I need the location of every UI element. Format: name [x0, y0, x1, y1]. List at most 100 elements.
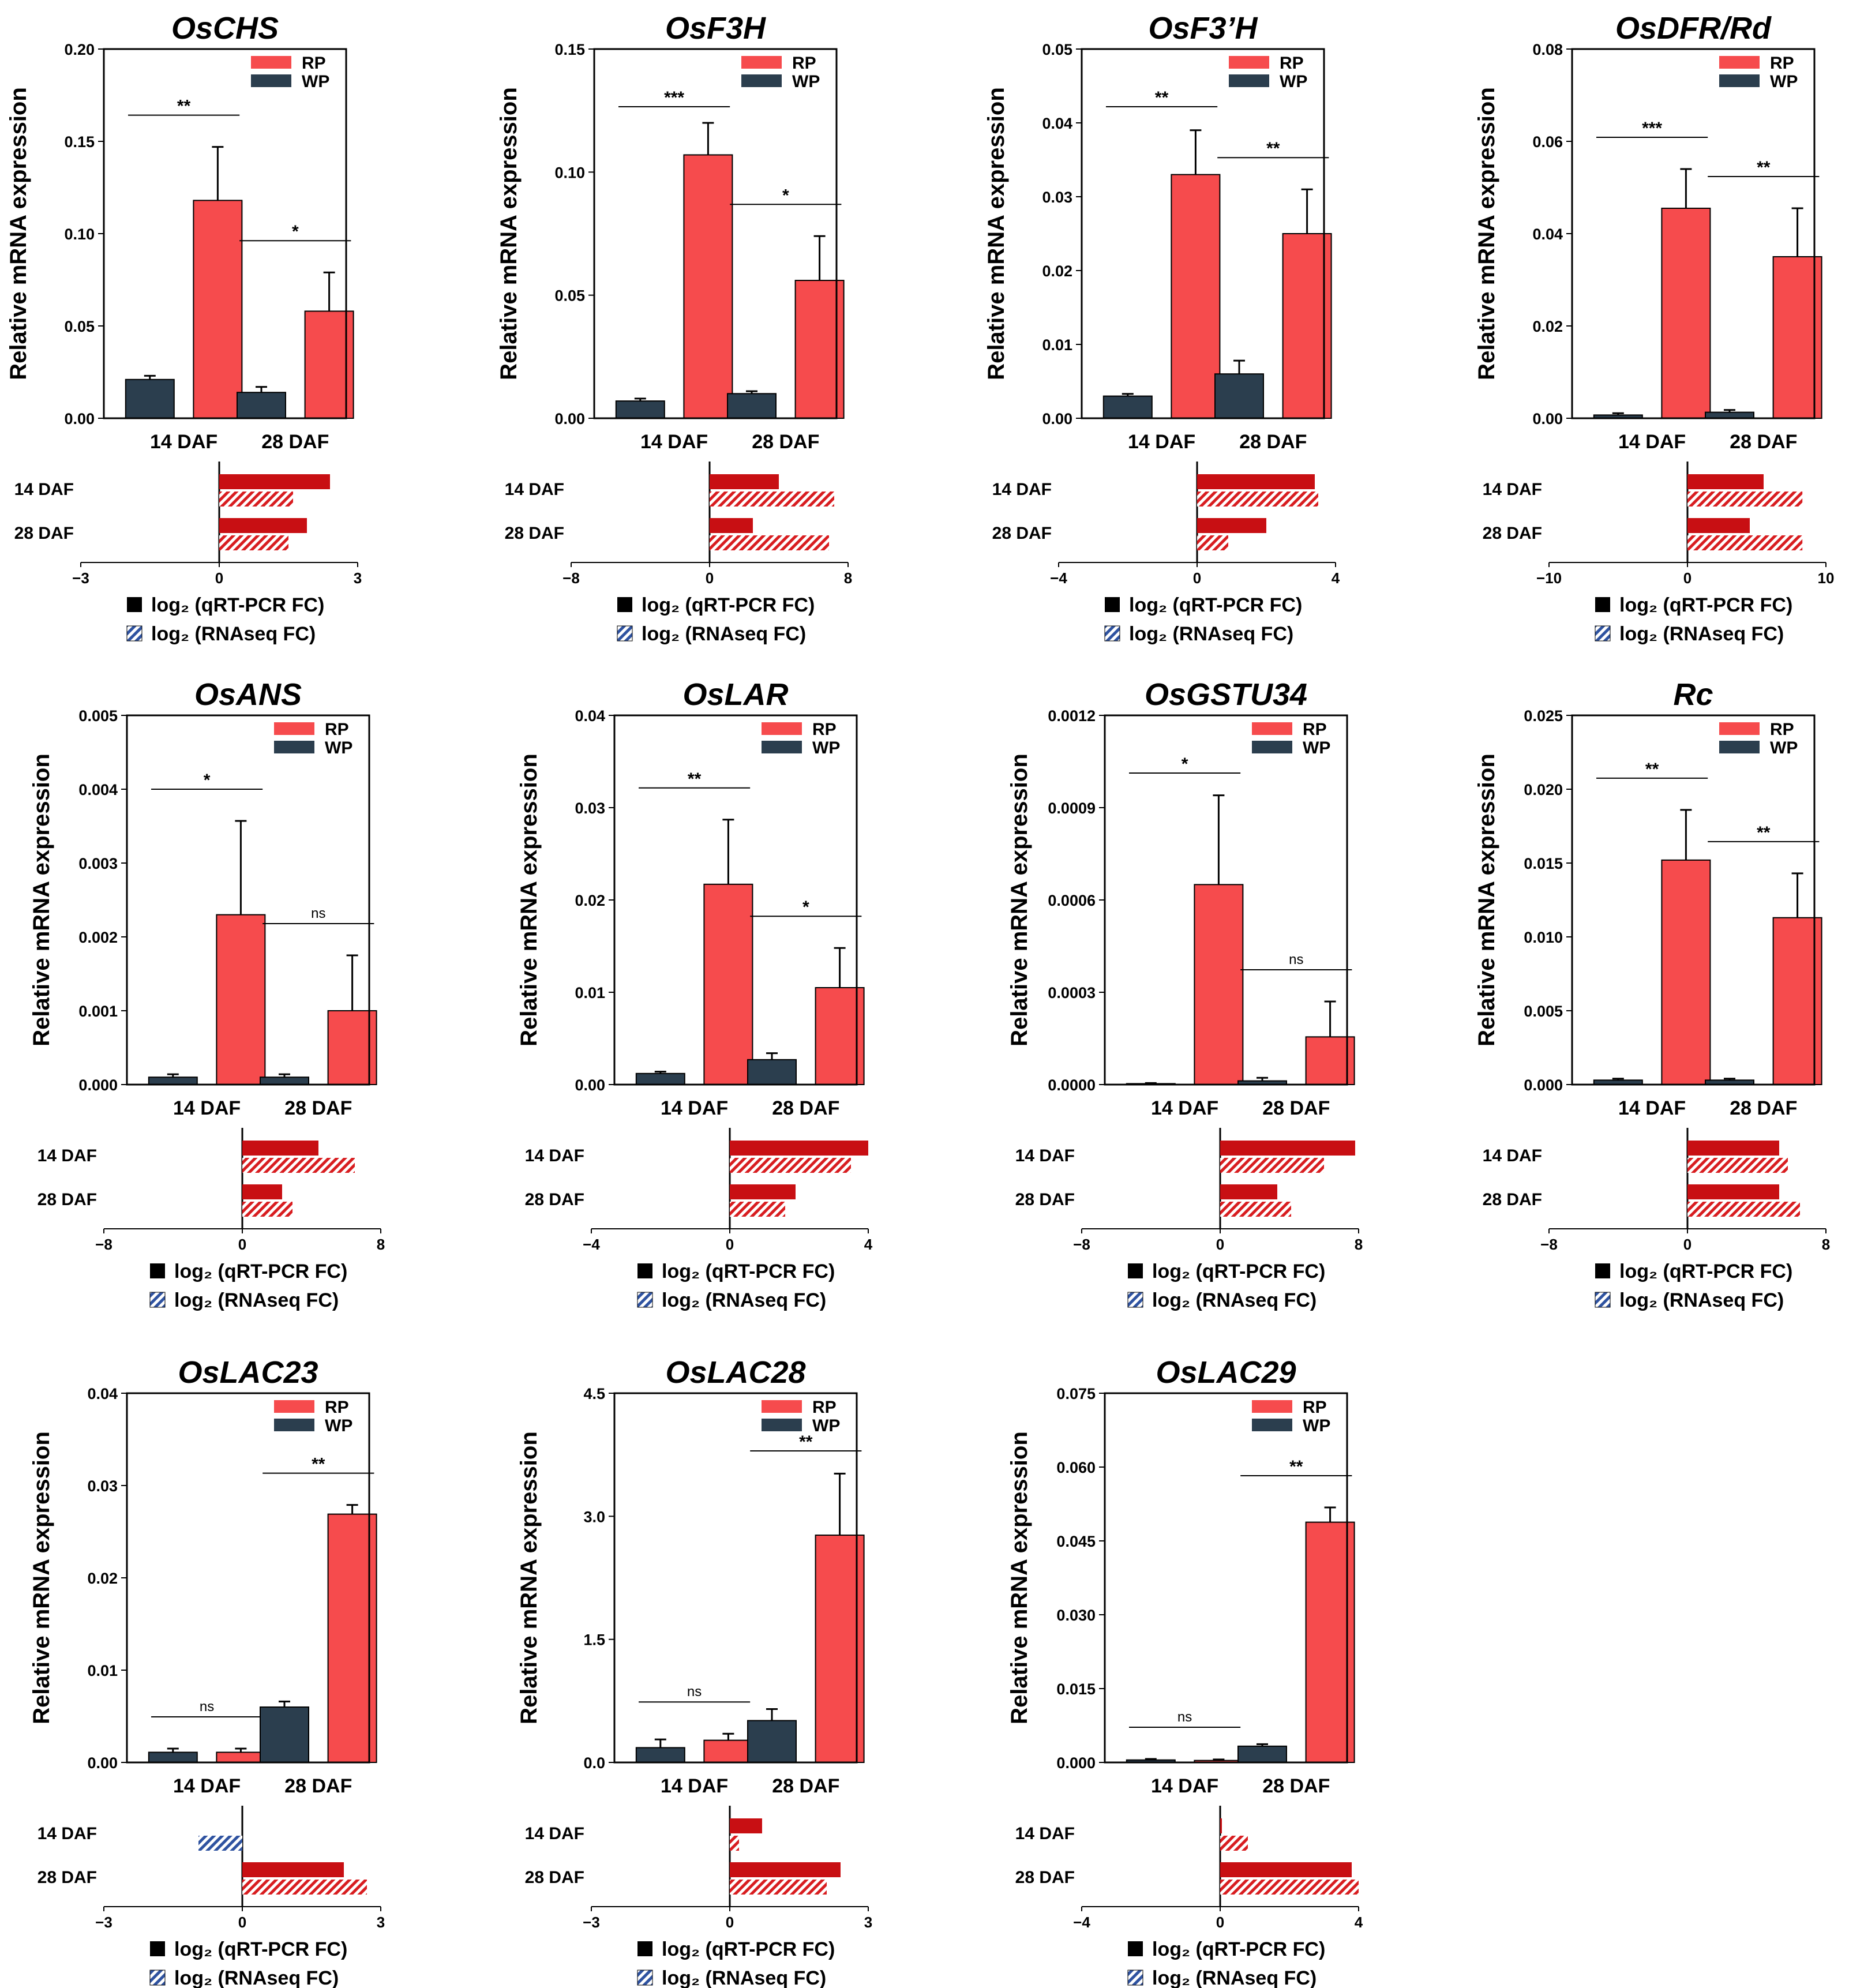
y-tick-label: 4.5	[583, 1385, 605, 1402]
y-tick-label: 0.06	[1532, 133, 1563, 151]
significance-label: *	[292, 222, 299, 241]
y-tick-label: 0.08	[1532, 41, 1563, 58]
y-tick-label: 0.0009	[1048, 800, 1096, 817]
fc-legend-label-rnaseq: log₂ (RNAseq FC)	[1129, 623, 1293, 645]
fc-bar-rnaseq	[710, 535, 829, 550]
bar-wp-1	[615, 400, 665, 419]
fc-bar-rnaseq	[242, 1880, 367, 1895]
fc-tick-label: 4	[1355, 1914, 1363, 1931]
x-tick-label: 28 DAF	[1262, 1097, 1330, 1119]
fc-tick-label: 8	[1822, 1236, 1830, 1253]
fc-legend-label-rnaseq: log₂ (RNAseq FC)	[642, 623, 806, 645]
plot-frame	[1081, 48, 1325, 419]
fc-legend-swatch-rnaseq	[1127, 1970, 1143, 1986]
legend-label-wp: WP	[1280, 72, 1307, 91]
y-tick-label: 0.05	[64, 318, 95, 335]
significance-label: *	[204, 771, 211, 790]
chart-panel-8: Rc Relative mRNA expression 0.000 0.005 0.01…	[1474, 677, 1830, 1311]
fc-bar-qrt	[730, 1184, 796, 1199]
significance-label: ns	[1177, 1709, 1192, 1725]
chart-panel-7: OsGSTU34 Relative mRNA expression 0.0000 0.…	[1007, 677, 1363, 1311]
y-tick-label: 0.20	[64, 41, 95, 58]
y-axis-label: Relative mRNA expression	[984, 87, 1009, 380]
y-tick-label: 0.005	[78, 707, 118, 725]
fc-tick-label: 0	[215, 569, 223, 587]
legend-label-rp: RP	[325, 1398, 349, 1417]
y-tick-label: 1.5	[583, 1631, 605, 1649]
fc-legend-label-rnaseq: log₂ (RNAseq FC)	[1619, 623, 1784, 645]
fc-tick-label: −4	[1073, 1914, 1090, 1931]
fc-legend-swatch-rnaseq	[637, 1970, 653, 1986]
legend-label-rp: RP	[325, 720, 349, 739]
chart-title: OsF3’H	[1148, 11, 1258, 46]
fc-tick-label: 0	[1683, 1236, 1692, 1253]
chart-title: OsLAR	[682, 677, 788, 712]
fc-tick-label: 0	[1216, 1236, 1224, 1253]
fc-legend-label-rnaseq: log₂ (RNAseq FC)	[174, 1289, 339, 1311]
fc-tick-label: 8	[377, 1236, 385, 1253]
fc-row-label: 28 DAF	[37, 1868, 97, 1887]
y-tick-label: 3.0	[583, 1508, 605, 1525]
fc-row-label: 28 DAF	[37, 1190, 97, 1209]
x-tick-label: 28 DAF	[752, 431, 819, 453]
fc-bar-rnaseq	[198, 1836, 242, 1851]
fc-legend-swatch-rnaseq	[1595, 625, 1611, 642]
x-tick-label: 14 DAF	[1618, 1097, 1686, 1119]
fc-tick-label: 0	[238, 1914, 246, 1931]
bar-rp-1	[1661, 208, 1711, 419]
significance-label: ***	[1642, 119, 1662, 138]
x-tick-label: 14 DAF	[1151, 1775, 1218, 1797]
x-tick-label: 28 DAF	[1730, 1097, 1797, 1119]
fc-row-label: 14 DAF	[1483, 480, 1542, 499]
bar-wp-2	[747, 1059, 797, 1086]
x-tick-label: 14 DAF	[173, 1775, 241, 1797]
legend-label-wp: WP	[325, 738, 352, 757]
x-tick-label: 28 DAF	[261, 431, 329, 453]
bar-rp-1	[193, 200, 243, 419]
y-axis-label: Relative mRNA expression	[516, 753, 542, 1046]
fc-tick-label: −3	[583, 1914, 600, 1931]
fc-tick-label: −3	[95, 1914, 112, 1931]
chart-title: OsF3H	[665, 11, 766, 46]
fc-row-label: 14 DAF	[14, 480, 74, 499]
y-tick-label: 0.004	[78, 781, 118, 798]
fc-legend-swatch-rnaseq	[617, 625, 633, 642]
fc-bar-rnaseq	[1687, 535, 1803, 550]
x-tick-label: 14 DAF	[1618, 431, 1686, 453]
legend-label-wp: WP	[302, 72, 329, 91]
fc-bar-rnaseq	[1197, 535, 1228, 550]
fc-bar-rnaseq	[710, 492, 834, 507]
fc-legend-label-qrt: log₂ (qRT-PCR FC)	[151, 594, 324, 616]
y-tick-label: 0.000	[1524, 1076, 1563, 1094]
fc-legend-swatch-qrt	[1128, 1263, 1143, 1278]
fc-legend-label-rnaseq: log₂ (RNAseq FC)	[1152, 1967, 1317, 1988]
y-tick-label: 0.15	[554, 41, 585, 58]
fc-row-label: 28 DAF	[992, 524, 1052, 543]
bar-wp-1	[125, 378, 175, 419]
fc-bar-rnaseq	[1687, 1202, 1800, 1217]
fc-tick-label: 0	[238, 1236, 246, 1253]
y-tick-label: 0.015	[1056, 1681, 1096, 1698]
significance-label: **	[1266, 139, 1280, 158]
y-tick-label: 0.0	[583, 1754, 605, 1772]
fc-legend-swatch-qrt	[637, 1263, 652, 1278]
fc-bar-qrt	[1197, 518, 1266, 533]
y-axis-label: Relative mRNA expression	[496, 87, 522, 380]
fc-bar-qrt	[1220, 1141, 1355, 1156]
y-tick-label: 0.005	[1524, 1003, 1563, 1020]
legend-swatch-rp	[274, 1400, 314, 1413]
fc-legend-swatch-rnaseq	[637, 1292, 653, 1308]
legend-label-wp: WP	[1770, 72, 1798, 91]
chart-title: OsLAC28	[665, 1355, 805, 1390]
fc-bar-qrt	[1220, 1862, 1352, 1877]
y-tick-label: 0.020	[1524, 781, 1563, 798]
fc-bar-rnaseq	[1687, 492, 1803, 507]
y-tick-label: 0.030	[1056, 1607, 1096, 1624]
bar-wp-2	[260, 1076, 309, 1085]
chart-title: OsLAC29	[1156, 1355, 1296, 1390]
fc-bar-qrt	[1197, 474, 1315, 489]
y-tick-label: 0.060	[1056, 1459, 1096, 1476]
fc-legend-swatch-rnaseq	[1104, 625, 1120, 642]
legend-swatch-rp	[1719, 722, 1760, 735]
chart-title: Rc	[1673, 677, 1713, 712]
